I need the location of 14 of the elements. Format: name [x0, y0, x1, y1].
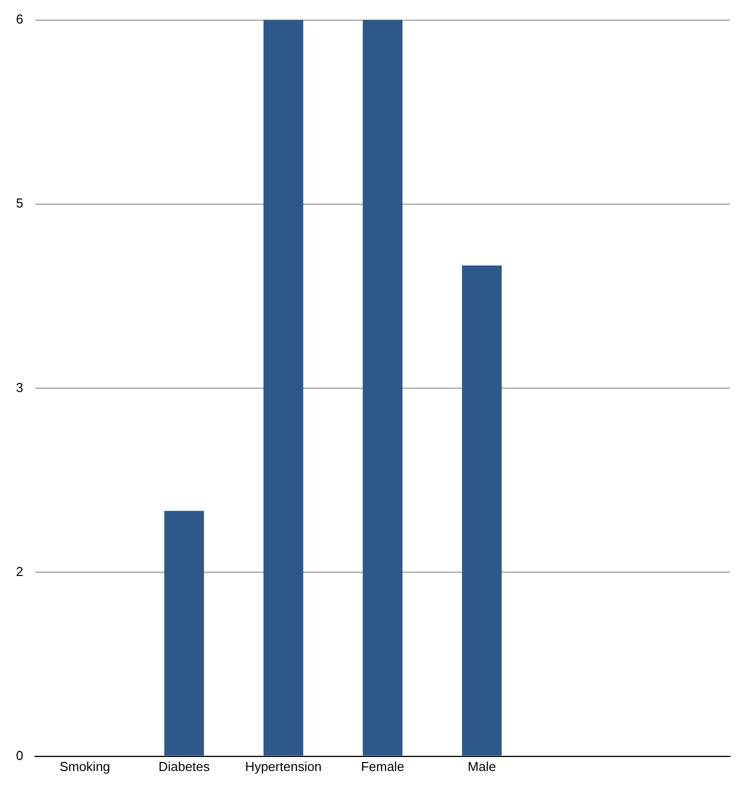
y-tick-label: 3 — [16, 380, 24, 395]
bar — [264, 20, 304, 756]
y-tick-label: 5 — [16, 196, 24, 211]
x-tick-label: Diabetes — [158, 758, 210, 774]
x-tick-label: Hypertension — [245, 758, 322, 774]
y-tick-label: 6 — [16, 12, 24, 27]
x-tick-label: Female — [360, 758, 404, 774]
bar — [362, 20, 402, 756]
x-tick-label: Male — [468, 758, 496, 774]
bar — [462, 265, 502, 756]
x-tick-label: Smoking — [60, 758, 110, 774]
y-tick-label: 0 — [16, 748, 24, 763]
bar — [164, 510, 204, 756]
y-tick-label: 2 — [16, 564, 24, 579]
